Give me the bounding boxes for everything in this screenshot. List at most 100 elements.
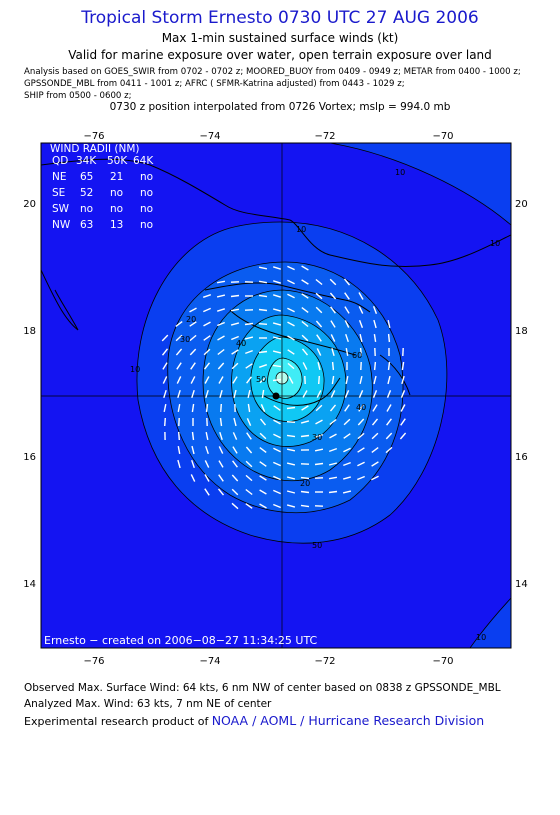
wind-vector (373, 361, 377, 371)
wind-vector (343, 418, 351, 426)
wind-vector (386, 390, 392, 398)
wind-vector (401, 361, 405, 371)
wind-vector (286, 476, 296, 480)
wind-vector (314, 462, 324, 466)
lat-tick-right-1: 18 (515, 326, 528, 337)
wind-vector (357, 475, 365, 481)
wind-vector (245, 474, 253, 482)
wind-vector (359, 347, 363, 357)
contour-label: 20 (186, 315, 196, 324)
wind-vector (315, 306, 323, 314)
wind-vector (245, 488, 253, 496)
wind-vector (273, 489, 281, 495)
wind-vector (190, 362, 196, 370)
wind-vector (259, 418, 267, 426)
wind-vector (317, 361, 321, 371)
wind-vector (301, 348, 309, 356)
wind-vector (245, 349, 253, 355)
wind-vector (301, 405, 309, 411)
wind-vector (314, 448, 324, 452)
wind-vector (189, 307, 197, 313)
wind-vector (359, 333, 363, 343)
wind-radii-title: WIND RADII (NM) (50, 143, 140, 155)
wind-vector (189, 321, 197, 327)
wind-vector (399, 432, 407, 440)
wind-vector (301, 334, 309, 342)
wind-vector (203, 335, 211, 341)
wind-vector (316, 390, 322, 398)
wind-vector (331, 375, 335, 385)
wind-vector (203, 321, 211, 327)
wind-vector (231, 502, 239, 510)
wind-vector (231, 474, 239, 482)
wind-radii-row-nw-64k: no (140, 219, 153, 231)
wind-vector (190, 474, 196, 482)
hrd-link[interactable]: NOAA / AOML / Hurricane Research Divisio… (211, 713, 485, 728)
wind-vector (246, 418, 252, 426)
wind-vector (273, 475, 281, 481)
wind-vector (272, 294, 282, 298)
wind-vector (219, 431, 223, 441)
lat-tick-left-3: 14 (23, 579, 36, 590)
wind-vector (286, 406, 296, 410)
wind-vector (218, 474, 224, 482)
wind-vector (163, 403, 167, 413)
wind-vector (314, 434, 324, 438)
lat-tick-left-0: 20 (23, 199, 36, 210)
wind-vector (175, 321, 183, 327)
wind-vector (217, 488, 225, 496)
lon-tick-bottom-3: −70 (432, 656, 453, 667)
wind-vector (162, 376, 168, 384)
wind-vector (203, 362, 211, 370)
wind-vector (273, 419, 281, 425)
wind-radii-row-ne-quadrant: NE (52, 171, 67, 183)
wind-vector (343, 461, 351, 467)
wind-vector (272, 322, 282, 326)
analysis-line-1: Analysis based on GOES_SWIR from 0702 - … (24, 67, 521, 77)
creation-credit: Ernesto − created on 2006−08−27 11:34:25… (44, 634, 318, 647)
wind-vector (231, 335, 239, 341)
wind-vector (329, 433, 337, 439)
wind-radii-row-se-50k: no (110, 187, 123, 199)
wind-vector (205, 403, 209, 413)
wind-vector (190, 376, 196, 384)
wind-vector (272, 378, 282, 382)
contour-band-10kt-north (329, 143, 511, 226)
coastlines (41, 158, 511, 406)
wind-vector (245, 446, 253, 454)
wind-vector (331, 361, 335, 371)
wind-vector (287, 335, 295, 341)
lon-tick-top-2: −72 (314, 131, 335, 142)
wind-vector (358, 292, 364, 300)
hispaniola-south-coast (204, 282, 371, 313)
wind-vector (260, 404, 266, 412)
wind-radii-row-nw-quadrant: NW (52, 219, 71, 231)
wind-vector (329, 278, 337, 286)
wind-vector (385, 432, 393, 440)
contour-labels: 10 10 20 30 40 50 60 10 20 30 40 50 10 1… (130, 168, 500, 642)
wind-vector (286, 490, 296, 494)
wind-vector (287, 362, 295, 370)
wind-vector (342, 490, 352, 494)
wind-radii-row-sw-64k: no (140, 203, 153, 215)
wind-vector (300, 420, 310, 424)
wind-vector (204, 376, 210, 384)
observed-max-wind: Observed Max. Surface Wind: 64 kts, 6 nm… (24, 682, 501, 694)
wind-vector (216, 308, 226, 312)
wind-radii-row-nw-50k: 13 (110, 219, 123, 231)
wind-vector (164, 417, 166, 427)
analysis-line-3: SHIP from 0500 - 0600 z; (24, 91, 132, 101)
wind-vector (232, 446, 238, 454)
wind-vector (316, 348, 322, 356)
wind-vector (372, 306, 378, 314)
wind-vector (258, 323, 268, 325)
wind-vector (205, 445, 209, 455)
wind-vector (330, 334, 336, 342)
wind-vector (288, 376, 294, 384)
wind-vector (204, 488, 210, 496)
wind-vector (329, 292, 337, 300)
axis-labels: −76 −74 −72 −70 −76 −74 −72 −70 20 18 16… (23, 131, 527, 667)
map-title: Tropical Storm Ernesto 0730 UTC 27 AUG 2… (81, 8, 479, 28)
wind-vector (231, 362, 239, 370)
